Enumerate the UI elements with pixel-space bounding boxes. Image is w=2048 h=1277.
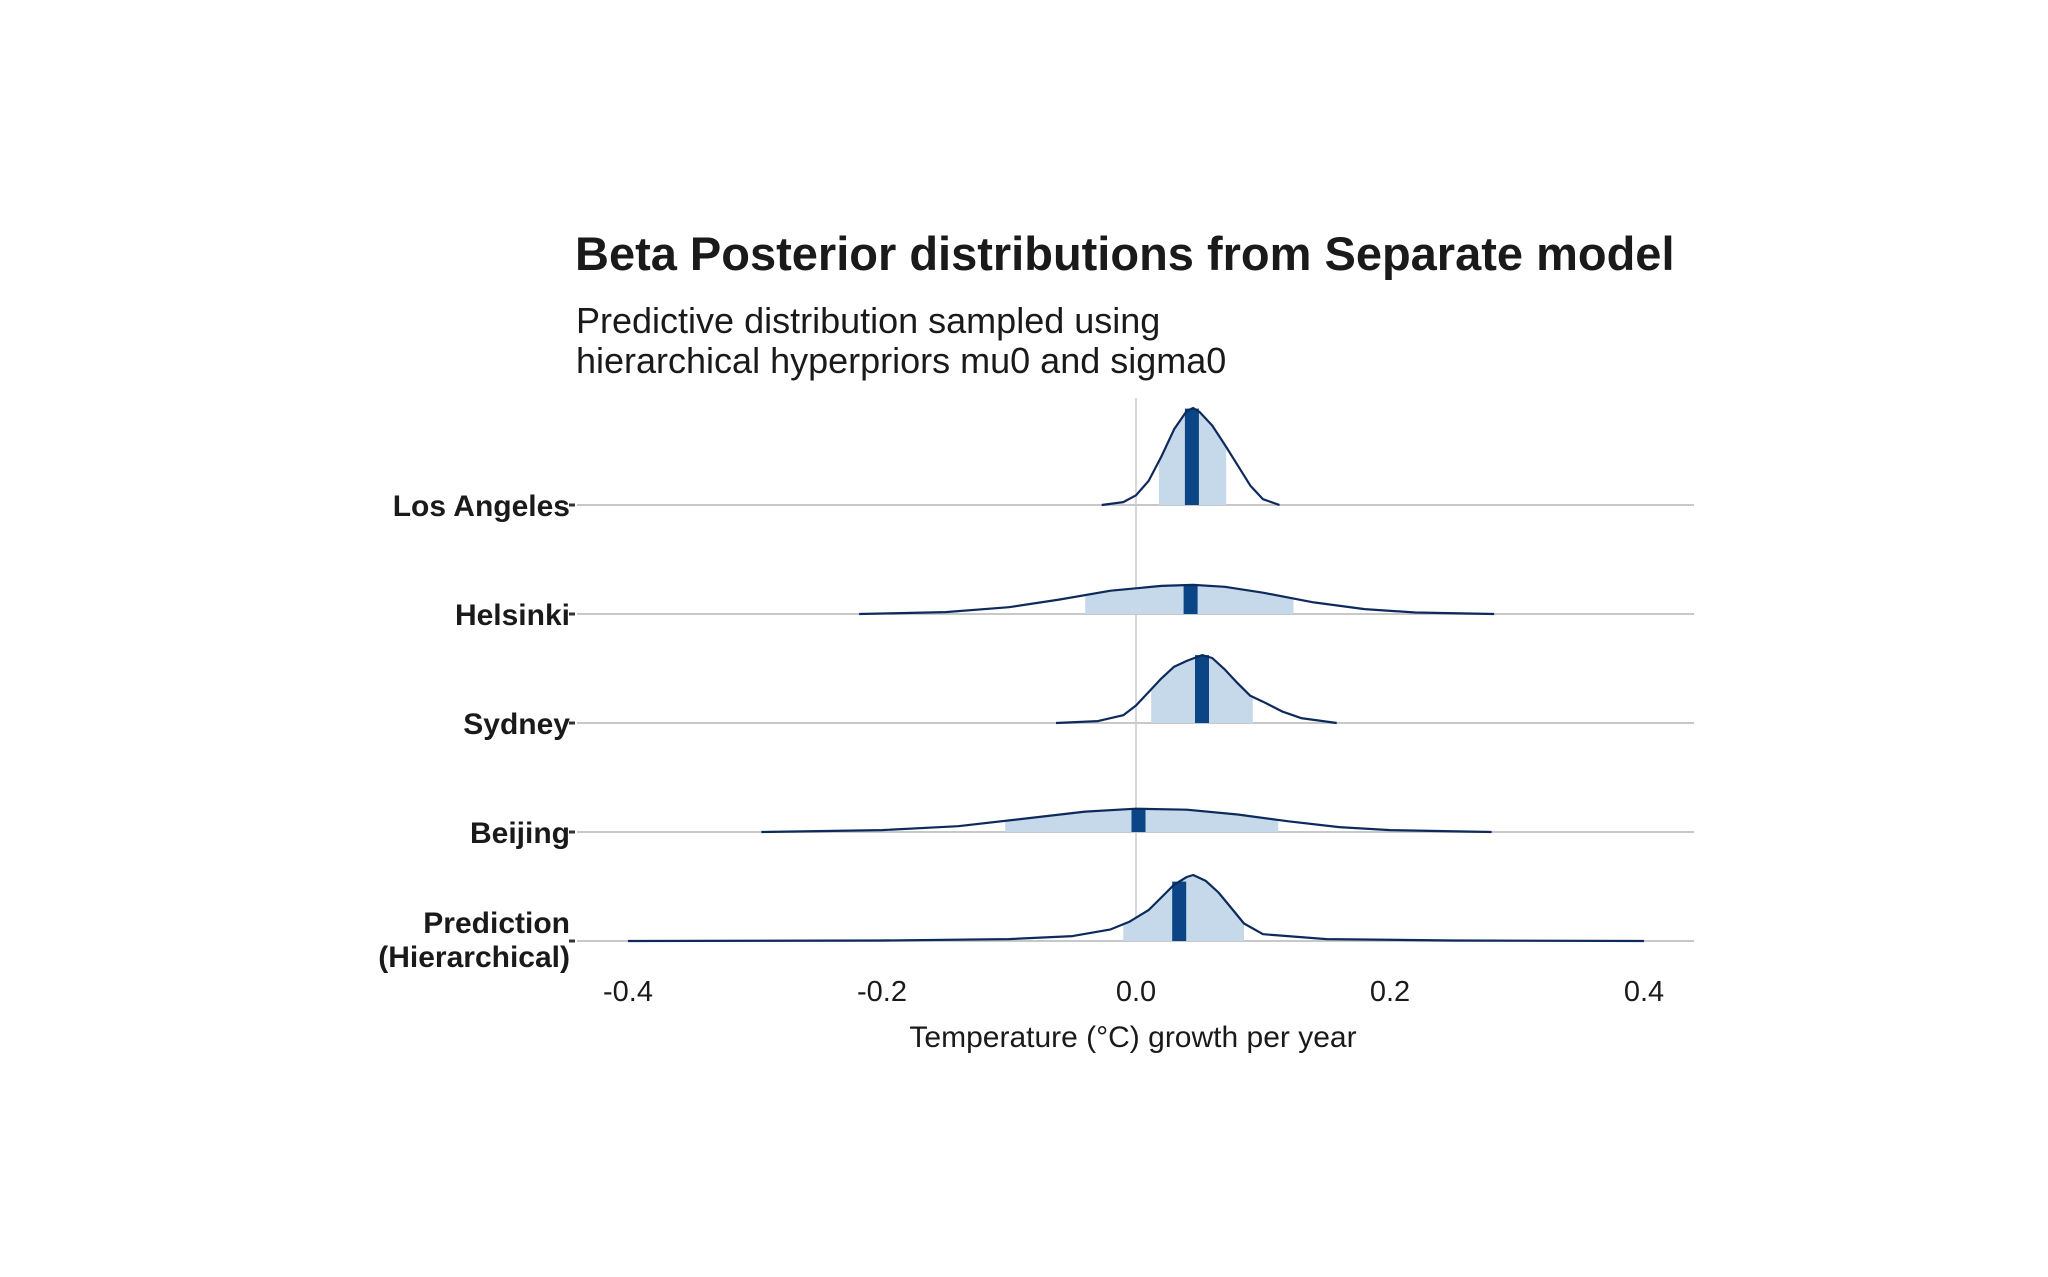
category-label: Sydney [463,708,570,741]
category-label: Helsinki [455,599,570,632]
median-bar [1172,881,1187,941]
x-axis-title: Temperature (°C) growth per year [909,1021,1356,1054]
x-tick-label: -0.4 [603,976,653,1008]
density-curve [627,873,1645,943]
category-label: Los Angeles [393,490,570,523]
chart-subtitle-line-1: Predictive distribution sampled using [576,300,1161,341]
density-curve [761,807,1492,834]
median-bar [1131,808,1146,832]
median-bar [1184,408,1199,505]
density-curve [1101,406,1280,507]
median-bar [1183,585,1198,614]
density-curve [1055,654,1337,725]
category-label: Beijing [470,817,570,850]
density-curve [859,583,1495,616]
x-tick-label: 0.0 [1116,976,1156,1008]
x-tick-label: 0.4 [1624,976,1664,1008]
category-label: Prediction (Hierarchical) [378,907,570,974]
median-bar [1195,655,1209,723]
x-tick-label: 0.2 [1370,976,1410,1008]
chart-subtitle-line-2: hierarchical hyperpriors mu0 and sigma0 [576,340,1227,381]
chart-title: Beta Posterior distributions from Separa… [575,227,1675,280]
x-tick-label: -0.2 [857,976,907,1008]
